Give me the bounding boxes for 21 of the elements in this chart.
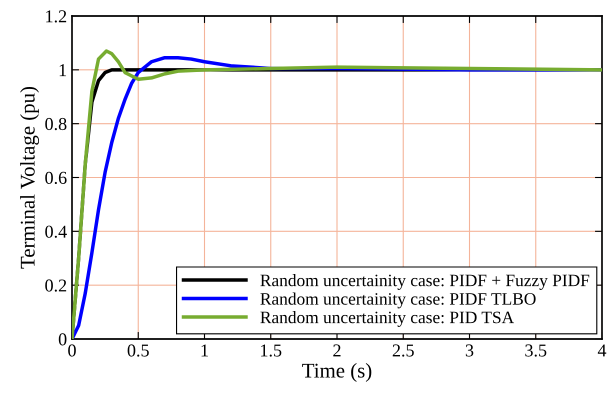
y-tick-label: 0.2: [45, 279, 66, 292]
x-tick-label: 0.5: [128, 344, 149, 357]
x-tick-label: 3.5: [525, 344, 546, 357]
legend-label: Random uncertainity case: PID TSA: [260, 311, 514, 327]
x-tick-label: 4: [598, 344, 606, 356]
y-tick-label: 0: [58, 333, 66, 346]
legend-label: Random uncertainity case: PIDF + Fuzzy PIDF: [260, 274, 590, 290]
x-tick-label: 3: [466, 344, 474, 357]
x-tick-label: 1: [202, 344, 208, 356]
x-tick-label: 1.5: [261, 344, 282, 357]
y-tick-label: 0.6: [45, 172, 67, 184]
legend-label: Random uncertainity case: PIDF TLBO: [260, 292, 536, 308]
y-tick-label: 1.2: [46, 10, 66, 23]
y-tick-label: 0.8: [45, 118, 66, 130]
y-tick-label: 1: [60, 64, 66, 76]
x-tick-label: 2: [333, 344, 341, 356]
y-axis-title: Terminal Voltage (pu): [20, 86, 40, 269]
y-tick-label: 0.4: [45, 226, 67, 238]
x-axis-title: Time (s): [302, 363, 372, 382]
x-tick-label: 0: [68, 344, 76, 357]
x-tick-label: 2.5: [392, 344, 414, 357]
